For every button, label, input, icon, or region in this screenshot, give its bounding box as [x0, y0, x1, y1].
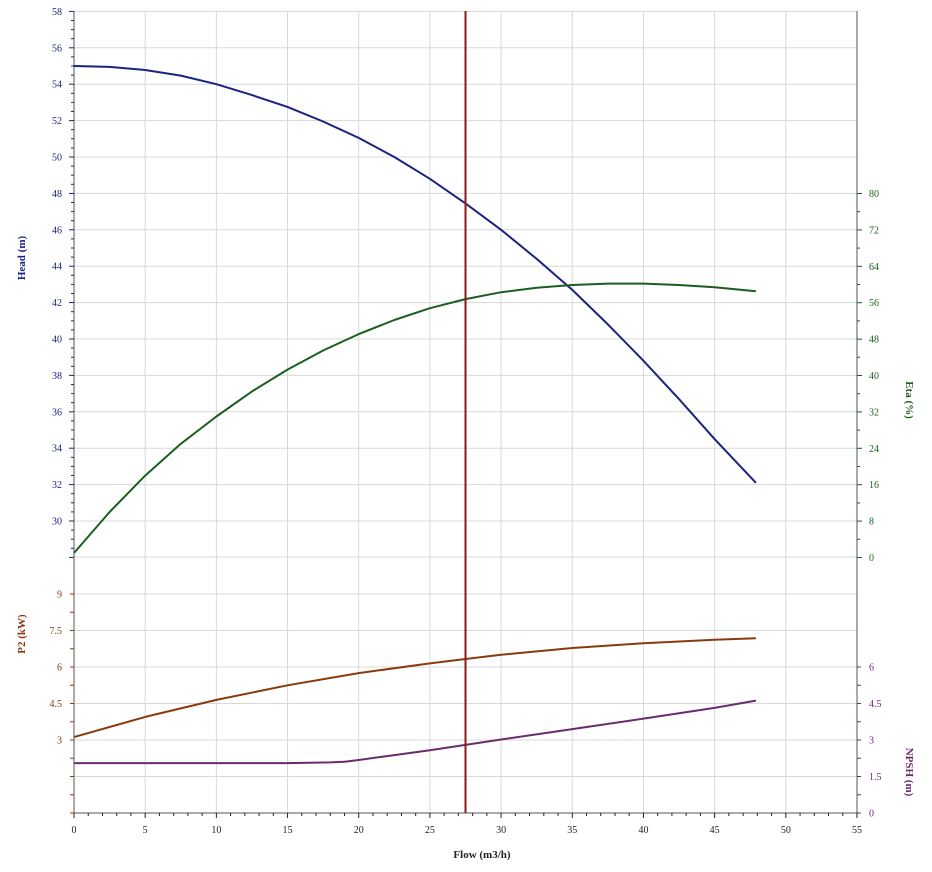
- eta-tick-label: 80: [869, 189, 879, 200]
- p2-tick-label: 9: [57, 590, 62, 601]
- eta-tick-label: 48: [869, 335, 879, 346]
- npsh-tick-label: 4.5: [869, 699, 882, 710]
- tick-labels: 3032343638404244464850525456580816243240…: [50, 7, 882, 836]
- head-tick-label: 42: [52, 298, 62, 309]
- p2-tick-label: 7.5: [50, 626, 63, 637]
- flow-tick-label: 55: [852, 825, 862, 836]
- head-tick-label: 58: [52, 7, 62, 18]
- eta-tick-label: 56: [869, 298, 879, 309]
- head-tick-label: 56: [52, 43, 62, 54]
- head-tick-label: 48: [52, 189, 62, 200]
- head-tick-label: 34: [52, 444, 62, 455]
- p2-tick-label: 3: [57, 736, 62, 747]
- flow-tick-label: 10: [211, 825, 221, 836]
- head-tick-label: 50: [52, 153, 62, 164]
- p2-axis-title: P2 (kW): [16, 614, 28, 654]
- npsh-tick-label: 1.5: [869, 772, 882, 783]
- head-tick-label: 44: [52, 262, 62, 273]
- npsh-tick-label: 3: [869, 736, 874, 747]
- head-tick-label: 38: [52, 371, 62, 382]
- p2-tick-label: 4.5: [50, 699, 63, 710]
- eta-tick-label: 24: [869, 444, 879, 455]
- flow-tick-label: 45: [710, 825, 720, 836]
- eta-tick-label: 8: [869, 517, 874, 528]
- flow-tick-label: 20: [354, 825, 364, 836]
- series-layer: [73, 11, 757, 813]
- flow-tick-label: 25: [425, 825, 435, 836]
- head-tick-label: 52: [52, 116, 62, 127]
- flow-tick-label: 15: [283, 825, 293, 836]
- flow-axis-title: Flow (m3/h): [453, 849, 510, 861]
- flow-tick-label: 0: [72, 825, 77, 836]
- head-tick-label: 46: [52, 225, 62, 236]
- eta-tick-label: 40: [869, 371, 879, 382]
- flow-tick-label: 30: [496, 825, 506, 836]
- head-tick-label: 54: [52, 80, 62, 91]
- head-axis-title: Head (m): [16, 236, 28, 281]
- flow-tick-label: 40: [638, 825, 648, 836]
- flow-tick-label: 50: [781, 825, 791, 836]
- eta-tick-label: 72: [869, 225, 879, 236]
- flow-tick-label: 5: [143, 825, 148, 836]
- p2-curve: [73, 637, 756, 739]
- eta-tick-label: 0: [869, 553, 874, 564]
- eta-axis-title: Eta (%): [903, 381, 915, 419]
- head-tick-label: 30: [52, 517, 62, 528]
- eta-curve: [73, 282, 756, 554]
- npsh-axis-title: NPSH (m): [903, 748, 915, 797]
- eta-tick-label: 64: [869, 262, 879, 273]
- npsh-curve: [74, 699, 757, 765]
- head-tick-label: 32: [52, 480, 62, 491]
- eta-tick-label: 32: [869, 407, 879, 418]
- head-tick-label: 40: [52, 335, 62, 346]
- head-tick-label: 36: [52, 407, 62, 418]
- eta-tick-label: 16: [869, 480, 879, 491]
- npsh-tick-label: 0: [869, 809, 874, 820]
- npsh-tick-label: 6: [869, 663, 874, 674]
- p2-tick-label: 6: [57, 663, 62, 674]
- flow-tick-label: 35: [567, 825, 577, 836]
- head-curve: [73, 65, 757, 484]
